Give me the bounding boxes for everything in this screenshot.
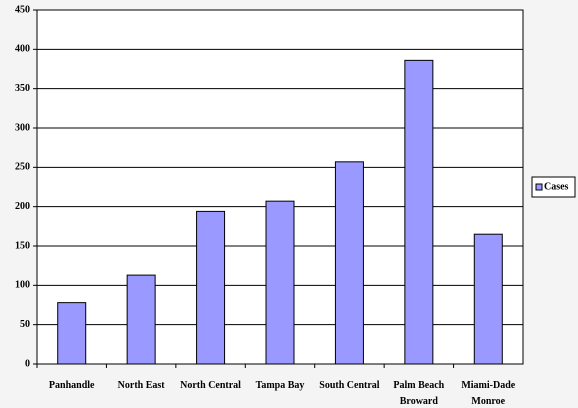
x-tick-label: North East (117, 380, 165, 391)
x-tick-label: South Central (319, 380, 380, 391)
y-tick-label: 0 (25, 358, 30, 369)
x-tick-label: Miami-Dade Monroe (461, 380, 516, 407)
x-tick-label: Panhandle (48, 380, 95, 391)
y-tick-label: 150 (15, 240, 30, 251)
legend-label: Cases (544, 181, 569, 192)
bar (404, 59, 434, 365)
y-tick-label: 250 (15, 162, 30, 173)
bar (126, 274, 156, 365)
bar (334, 161, 364, 365)
y-tick-label: 300 (15, 122, 30, 133)
y-tick-label: 200 (15, 201, 30, 212)
legend-swatch (535, 183, 543, 191)
bar (473, 233, 503, 365)
y-tick-label: 350 (15, 83, 30, 94)
bar (57, 302, 87, 365)
legend-box (531, 176, 576, 198)
bar (196, 210, 226, 365)
x-tick-label: Tampa Bay (255, 380, 305, 391)
y-tick-label: 400 (15, 44, 30, 55)
x-tick-label: Palm Beach Broward (393, 380, 445, 407)
y-tick-label: 50 (20, 319, 30, 330)
x-tick-label: North Central (180, 380, 241, 391)
bar (265, 200, 295, 365)
y-tick-label: 450 (15, 4, 30, 15)
y-tick-label: 100 (15, 280, 30, 291)
